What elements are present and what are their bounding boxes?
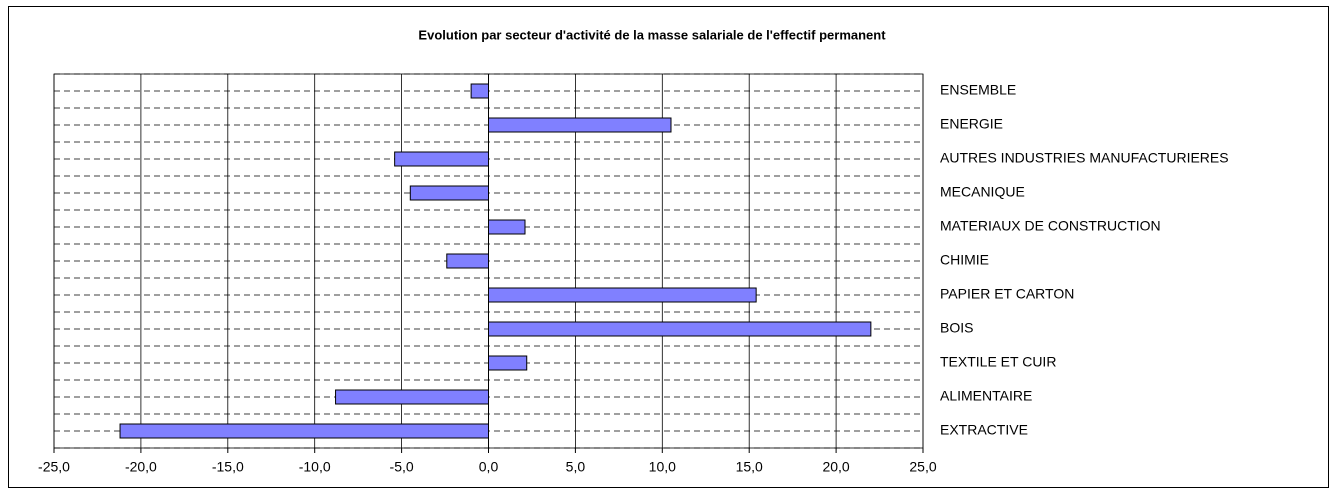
bar [409, 185, 490, 201]
bar [488, 219, 526, 235]
bar [335, 389, 489, 405]
category-label: MATERIAUX DE CONSTRUCTION [940, 218, 1161, 234]
chart-border [8, 6, 1329, 488]
x-tick-label: -15,0 [212, 459, 244, 475]
category-label: EXTRACTIVE [940, 422, 1028, 438]
category-label: BOIS [940, 320, 973, 336]
x-tick-label: -10,0 [299, 459, 331, 475]
category-label: TEXTILE ET CUIR [940, 354, 1056, 370]
category-label: ENSEMBLE [940, 82, 1016, 98]
bar [119, 423, 489, 439]
category-label: MECANIQUE [940, 184, 1025, 200]
x-tick-label: 20,0 [822, 459, 849, 475]
x-tick-label: -25,0 [38, 459, 70, 475]
x-tick-label: -5,0 [390, 459, 414, 475]
bar [394, 151, 490, 167]
category-label: ENERGIE [940, 116, 1003, 132]
x-tick-label: 25,0 [909, 459, 936, 475]
x-tick-label: 10,0 [649, 459, 676, 475]
bar [470, 83, 489, 99]
bar [488, 321, 872, 337]
bar [488, 117, 672, 133]
chart-title: Evolution par secteur d'activité de la m… [418, 27, 886, 42]
category-label: CHIMIE [940, 252, 989, 268]
x-tick-label: 5,0 [566, 459, 586, 475]
x-tick-label: 15,0 [736, 459, 763, 475]
bar [446, 253, 489, 269]
category-label: ALIMENTAIRE [940, 388, 1032, 404]
bar [488, 355, 528, 371]
x-tick-label: -20,0 [125, 459, 157, 475]
category-label: AUTRES INDUSTRIES MANUFACTURIERES [940, 150, 1229, 166]
category-label: PAPIER ET CARTON [940, 286, 1074, 302]
x-tick-label: 0,0 [479, 459, 499, 475]
bar [488, 287, 757, 303]
